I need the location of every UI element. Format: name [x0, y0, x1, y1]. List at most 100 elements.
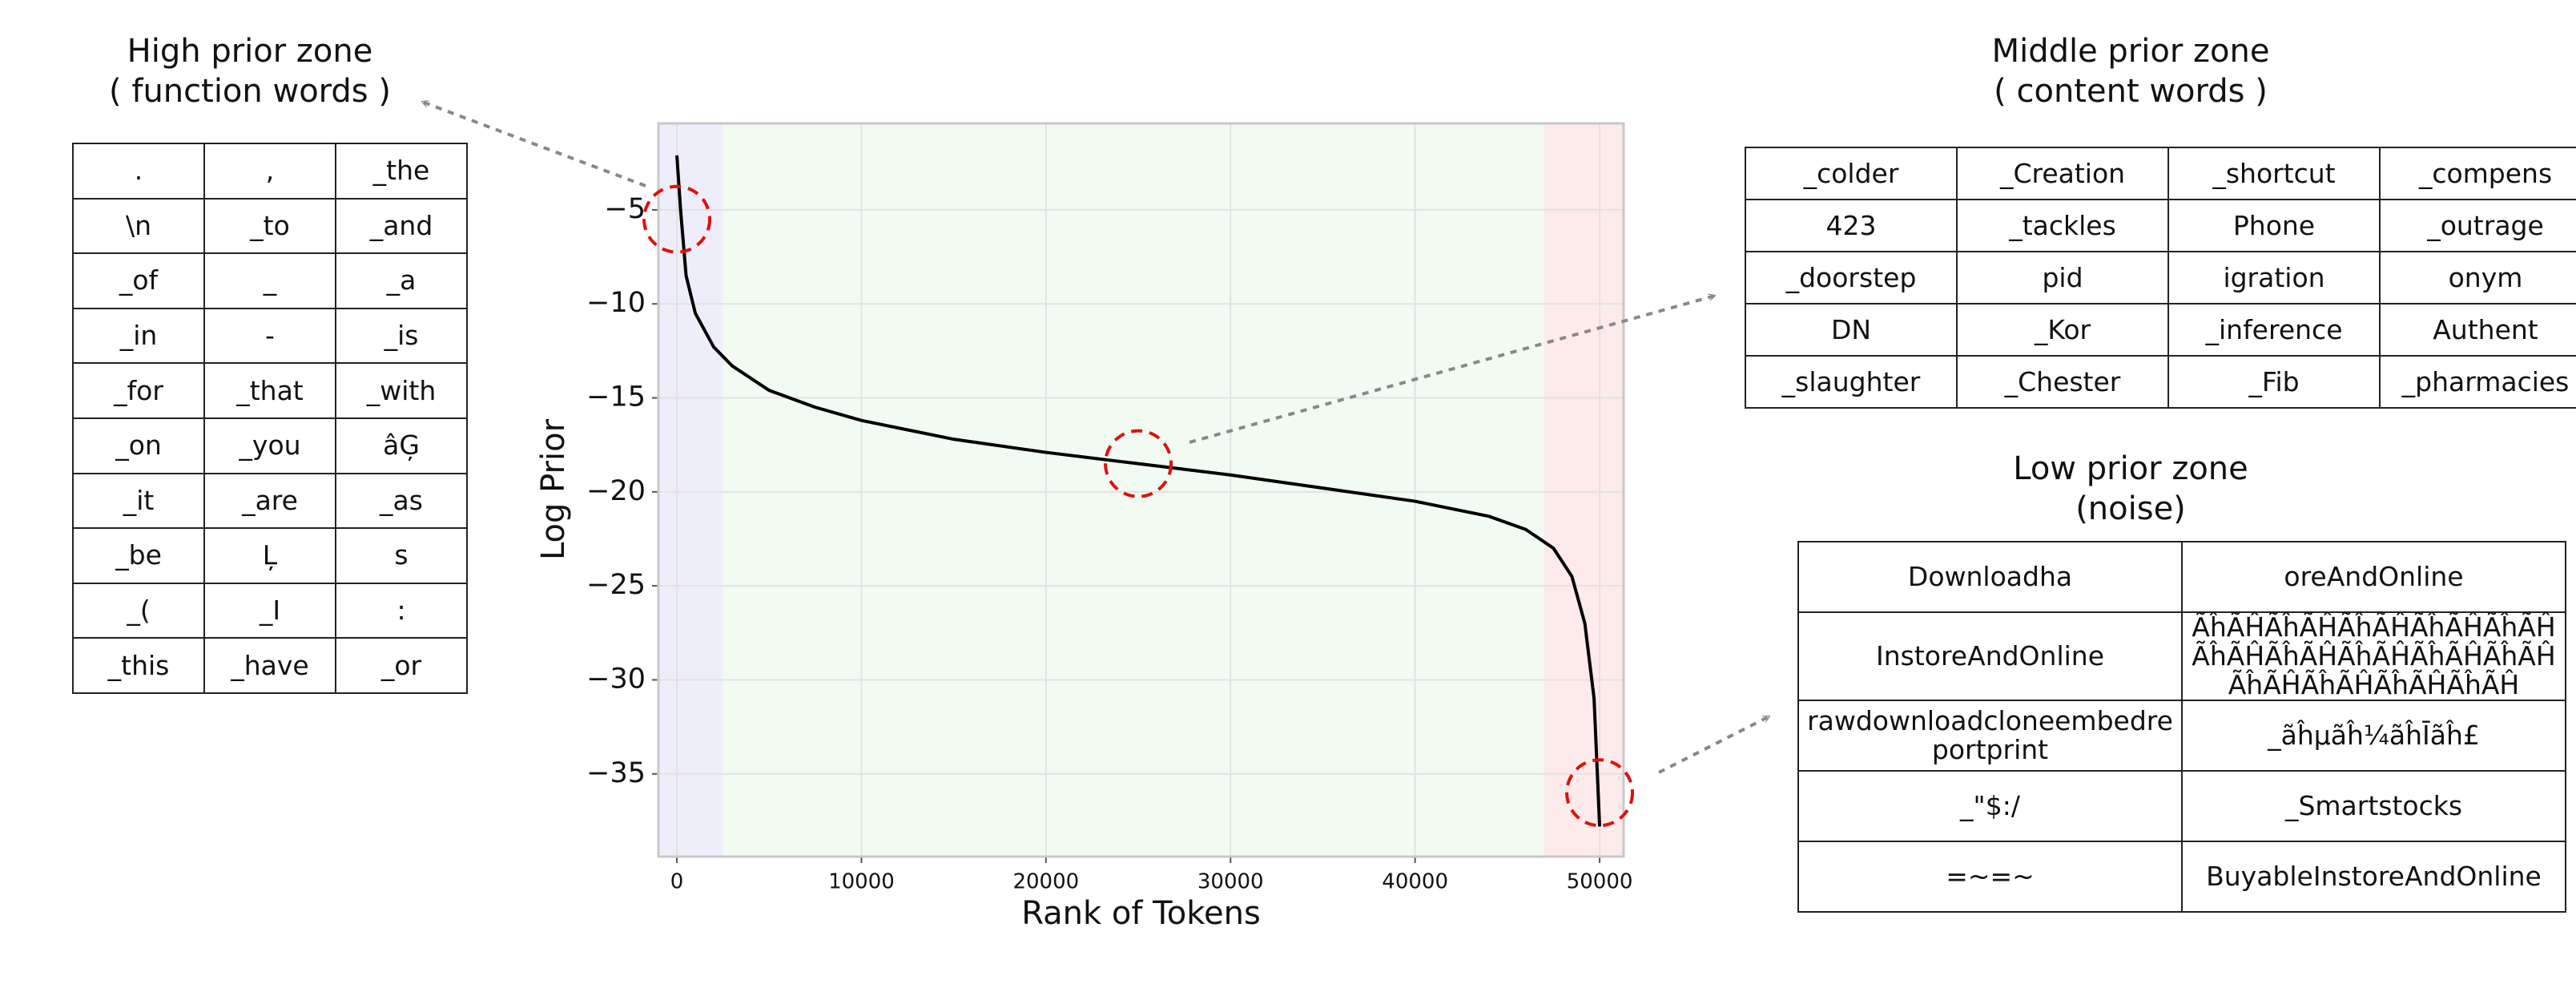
table-cell: InstoreAndOnline — [1797, 611, 2183, 701]
token-table: Downloadha oreAndOnline InstoreAndOnline Ãĥ… — [1797, 541, 2566, 913]
table-row: _of _ _a — [72, 252, 468, 309]
zone-title-line: Middle prior zone — [1991, 33, 2270, 70]
y-tick-label: −15 — [586, 381, 646, 413]
table-cell: _with — [335, 362, 468, 419]
zone — [658, 123, 723, 857]
table-cell: _Smartstocks — [2181, 770, 2566, 842]
plot-frame — [657, 122, 1625, 858]
highlight-circle — [642, 184, 712, 254]
table-cell: _Creation — [1956, 147, 2169, 200]
table-row: =~=~ BuyableInstoreAndOnline — [1797, 841, 2566, 913]
zone-title: Middle prior zone( content words ) — [1992, 31, 2270, 111]
table-cell: _on — [72, 417, 205, 474]
zone-title-line: ( function words ) — [109, 73, 391, 110]
zone-title-line: High prior zone — [127, 33, 373, 70]
arrow — [422, 102, 646, 188]
table-cell: _have — [203, 637, 336, 694]
table-cell: _slaughter — [1745, 355, 1958, 409]
arrows — [422, 102, 1769, 774]
line — [675, 155, 1602, 827]
table-cell: DN — [1745, 303, 1958, 357]
table-cell: igration — [2167, 251, 2381, 304]
table-cell: _ — [203, 252, 336, 309]
table-cell: pid — [1956, 251, 2169, 304]
table-cell: - — [203, 307, 336, 365]
table-cell: . — [72, 143, 205, 200]
table-cell: _ãĥµãĥ¼ãĥĪãĥ£ — [2181, 700, 2566, 772]
table-row: rawdownloadcloneembedreportprint _ãĥµãĥ¼ã… — [1797, 700, 2566, 772]
y-tick-label: −10 — [586, 287, 646, 319]
table-cell: , — [203, 143, 336, 200]
table-cell: âĢ — [335, 417, 468, 474]
table-cell: _or — [335, 637, 468, 694]
table-cell: _Kor — [1956, 303, 2169, 357]
table-cell: _this — [72, 637, 205, 694]
zone-title: Low prior zone (noise) — [2013, 449, 2248, 529]
zone-title: High prior zone( function words ) — [109, 31, 391, 111]
table-cell: ÃĥÃĤÃĥÃĤÃĥÃĤÃĥÃĤÃĥÃĤÃĥÃĤÃĥÃĤÃĥÃĤÃĥÃĤÃĥÃĤ… — [2181, 611, 2566, 701]
table-cell: =~=~ — [1797, 841, 2183, 913]
table-cell: _outrage — [2379, 199, 2576, 252]
table-cell: _colder — [1745, 147, 1958, 200]
table-row: ., _the — [72, 143, 468, 200]
table-cell: Phone — [2167, 199, 2381, 252]
table-cell: _doorstep — [1745, 251, 1958, 304]
highlight-circle — [1104, 429, 1173, 498]
arrow — [1658, 715, 1769, 774]
table-row: \n _to _and — [72, 197, 468, 255]
table-cell: oreAndOnline — [2181, 541, 2566, 613]
token-table: _colder _Creation _shortcut _compens 423 _tac… — [1745, 147, 2576, 409]
table-row: _it _are _as — [72, 472, 468, 530]
x-tick-label: 40000 — [1382, 870, 1448, 894]
table-row: _this _have _or — [72, 637, 468, 694]
table-cell: _for — [72, 362, 205, 419]
table-cell: : — [335, 582, 468, 639]
table-cell: _tackles — [1956, 199, 2169, 252]
table-cell: _"$:/ — [1797, 770, 2183, 842]
table-row: Downloadha oreAndOnline — [1797, 541, 2566, 613]
arrow — [1189, 296, 1715, 444]
table-row: InstoreAndOnline ÃĥÃĤÃĥÃĤÃĥÃĤÃĥÃĤÃĥÃĤÃĥÃĤ… — [1797, 611, 2566, 701]
table-cell: Ļ — [203, 527, 336, 584]
x-tick-label: 30000 — [1197, 870, 1264, 894]
table-row: _"$:/_Smartstocks — [1797, 770, 2566, 842]
x-tick-label: 0 — [670, 870, 684, 894]
table-cell: Authent — [2379, 303, 2576, 357]
table-cell: rawdownloadcloneembedreportprint — [1797, 700, 2183, 772]
table-cell: _the — [335, 143, 468, 200]
table-cell: _as — [335, 472, 468, 530]
table-row: _(_I: — [72, 582, 468, 639]
x-tick-label: 50000 — [1567, 870, 1633, 894]
table-cell: onym — [2379, 251, 2576, 304]
zone-title-line: ( content words ) — [1994, 73, 2268, 110]
table-row: _colder _Creation _shortcut _compens — [1745, 147, 2576, 200]
table-cell: _pharmacies — [2379, 355, 2576, 409]
table-row: _for _that _with — [72, 362, 468, 419]
y-tick-label: −30 — [586, 663, 646, 695]
table-body: _colder _Creation _shortcut _compens 423 _tac… — [1745, 147, 2576, 409]
table-body: ., _the \n _to _and _of _ _a _in - _is _for _that _wi… — [72, 143, 468, 694]
table-row: _doorstep pid igration onym — [1745, 251, 2576, 304]
x-axis-label: Rank of Tokens — [1021, 895, 1261, 932]
table-cell: s — [335, 527, 468, 584]
table-cell: _is — [335, 307, 468, 365]
table-cell: _inference — [2167, 303, 2381, 357]
y-axis-label: Log Prior — [535, 418, 572, 560]
plot: 0 10000 20000 30000 40000 50000 −5 −10 −15 −20 −25… — [535, 122, 1635, 932]
x-tick-label: 10000 — [828, 870, 895, 894]
table-cell: _to — [203, 197, 336, 255]
highlight-circle — [1565, 758, 1635, 828]
table-cell: _of — [72, 252, 205, 309]
zone — [722, 123, 1544, 857]
table-row: DN _Kor _inference Authent — [1745, 303, 2576, 357]
y-tick-label: −25 — [586, 569, 646, 601]
table-cell: _are — [203, 472, 336, 530]
table-cell: _Fib — [2167, 355, 2381, 409]
table-cell: BuyableInstoreAndOnline — [2181, 841, 2566, 913]
zone-title-line: Low prior zone — [2013, 450, 2248, 487]
table-cell: _a — [335, 252, 468, 309]
table-cell: _I — [203, 582, 336, 639]
table-row: _slaughter _Chester _Fib _pharmacies — [1745, 355, 2576, 409]
